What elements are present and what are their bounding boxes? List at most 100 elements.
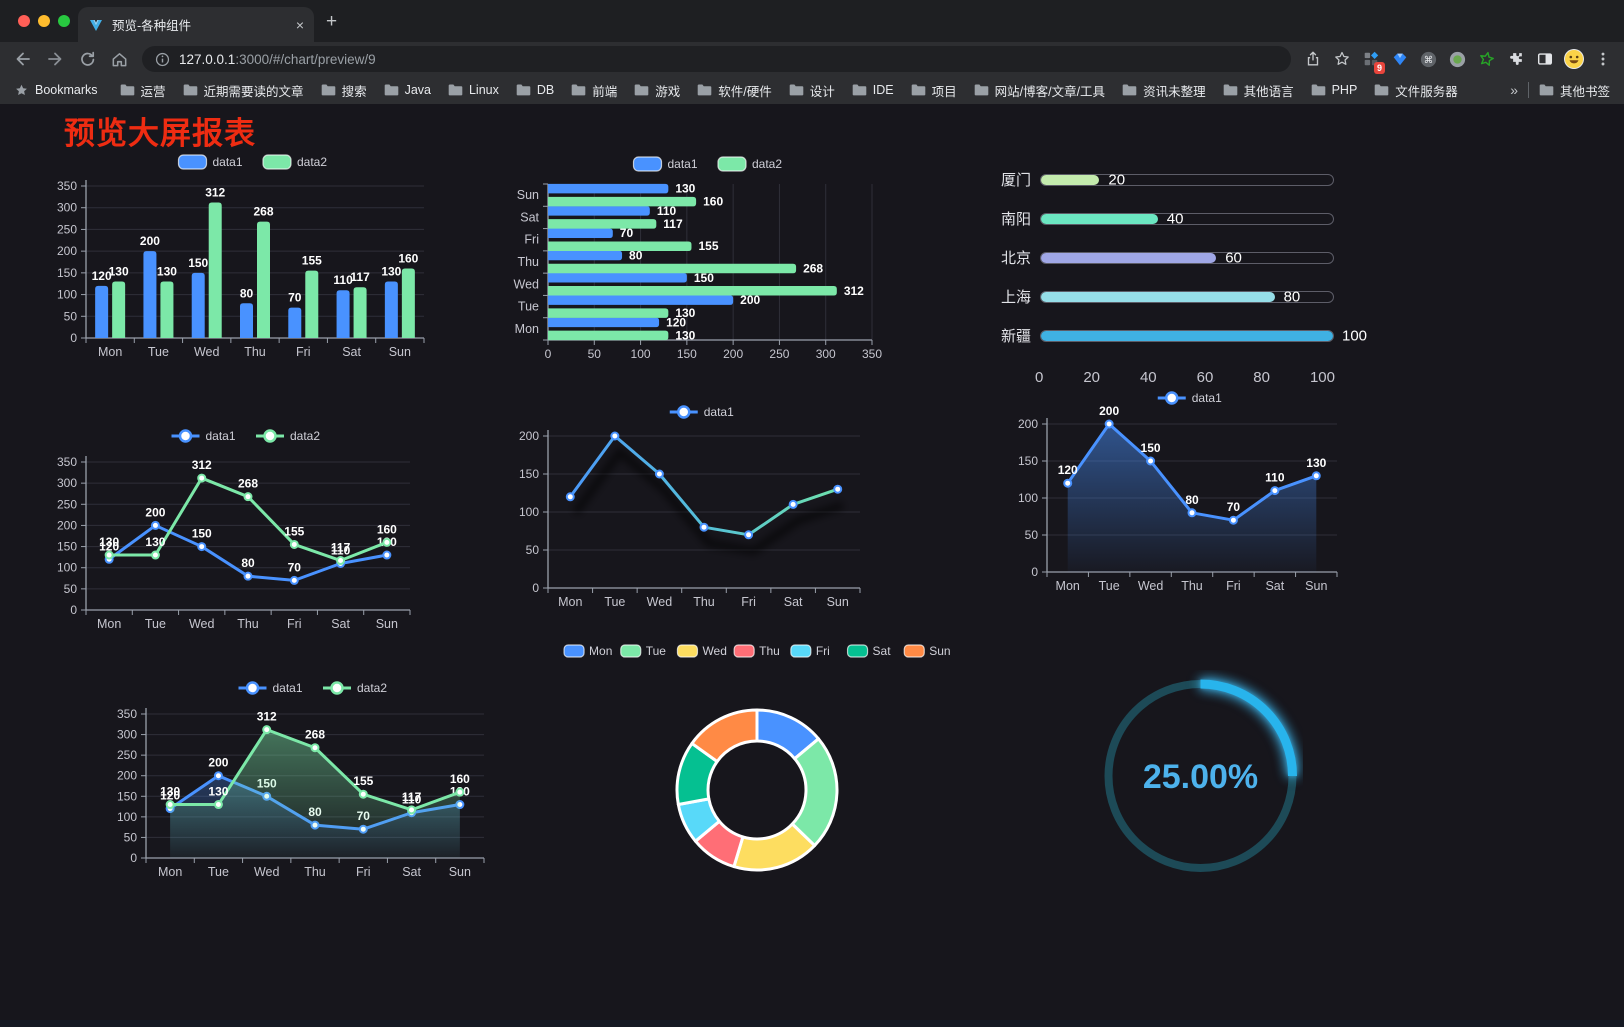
svg-text:Wed: Wed (647, 595, 673, 609)
chart-gauge[interactable]: 25.00% (1098, 670, 1303, 882)
new-tab-button[interactable]: + (326, 11, 338, 32)
svg-text:Wed: Wed (189, 617, 215, 631)
profile-avatar[interactable] (1560, 46, 1587, 73)
chart-progress-bars[interactable]: 厦门 20 南阳 40 北京 60 上海 80 新疆 100 0 20 40 60 80 100 (985, 160, 1375, 390)
svg-text:350: 350 (862, 347, 882, 361)
svg-text:Tue: Tue (148, 345, 169, 359)
chart-line-two-series[interactable]: data1 data2 0 50 100 150 200 250 300 350 Mon Tue Wed… (42, 422, 440, 650)
forward-button[interactable] (40, 45, 70, 73)
folder-icon (1311, 84, 1325, 96)
svg-text:70: 70 (288, 560, 302, 574)
chart-gradient-line[interactable]: data1 0 50 100 150 200 Mon Tue Wed Thu Fri Sat Sun (498, 396, 890, 626)
extension-green-star-icon[interactable] (1473, 46, 1500, 73)
address-bar[interactable]: 127.0.0.1:3000/#/chart/preview/9 (142, 46, 1291, 72)
bookmark-folder[interactable]: Linux (448, 83, 499, 97)
svg-text:Mon: Mon (558, 595, 582, 609)
bookmark-folder[interactable]: 近期需要读的文章 (183, 81, 304, 100)
svg-text:80: 80 (240, 286, 254, 300)
progress-track: 100 (1040, 327, 1367, 344)
bookmark-folder[interactable]: 资讯未整理 (1122, 81, 1206, 100)
bookmark-folder[interactable]: PHP (1311, 83, 1357, 97)
folder-icon (1223, 84, 1237, 96)
bookmark-folder[interactable]: 文件服务器 (1374, 81, 1458, 100)
folder-icon (120, 84, 134, 96)
extension-command-icon[interactable]: ⌘ (1415, 46, 1442, 73)
svg-text:250: 250 (57, 222, 77, 236)
window-close-button[interactable] (18, 15, 30, 27)
progress-fill (1041, 330, 1333, 341)
svg-text:data2: data2 (297, 155, 327, 169)
bookmark-folder[interactable]: 设计 (789, 81, 835, 100)
bookmarks-root-folder[interactable]: Bookmarks (14, 83, 98, 98)
bookmark-folder[interactable]: 运营 (120, 81, 166, 100)
chart-donut[interactable]: Mon Tue Wed Thu Fri Sat Sun (552, 636, 962, 986)
site-info-icon[interactable] (154, 51, 171, 68)
svg-text:117: 117 (402, 790, 422, 804)
window-zoom-button[interactable] (58, 15, 70, 27)
other-bookmarks-folder[interactable]: 其他书签 (1539, 81, 1610, 100)
chart-horizontal-bar[interactable]: data1 data2 0 50 100 150 200 250 300 350 Sun Sat Fri… (498, 148, 890, 374)
svg-text:250: 250 (769, 347, 789, 361)
svg-text:Sun: Sun (449, 865, 471, 879)
svg-text:268: 268 (253, 205, 273, 219)
svg-text:200: 200 (57, 518, 77, 532)
svg-text:300: 300 (57, 201, 77, 215)
tab-title: 预览-各种组件 (112, 19, 192, 33)
reload-button[interactable] (72, 45, 102, 73)
bookmark-folder[interactable]: 其他语言 (1223, 81, 1294, 100)
side-panel-button[interactable] (1531, 46, 1558, 73)
svg-text:150: 150 (57, 266, 77, 280)
extension-badge: 9 (1373, 61, 1385, 74)
url-text: 127.0.0.1:3000/#/chart/preview/9 (179, 52, 376, 67)
svg-text:200: 200 (723, 347, 743, 361)
bookmark-folder[interactable]: 游戏 (634, 81, 680, 100)
svg-text:Mon: Mon (158, 865, 182, 879)
extension-gem-icon[interactable] (1386, 46, 1413, 73)
bookmark-star-button[interactable] (1328, 46, 1355, 73)
chart-area-line[interactable]: data1 0 50 100 150 200 Mon Tue Wed Thu Fri Sat Sun 12… (985, 386, 1360, 611)
svg-text:110: 110 (333, 273, 353, 287)
svg-text:Fri: Fri (741, 595, 756, 609)
chart-grouped-bar[interactable]: data1 data2 0 50 100 150 200 250 300 350 Mon Tue Wed… (42, 146, 440, 372)
window-minimize-button[interactable] (38, 15, 50, 27)
extension-tab-grid-icon[interactable]: 9 (1357, 46, 1385, 74)
svg-text:150: 150 (677, 347, 697, 361)
page-content: 预览大屏报表 data1 data2 0 50 100 150 200 250 300 350 Mo… (0, 104, 1624, 1020)
bookmark-folder[interactable]: 搜索 (321, 81, 367, 100)
bookmark-folder[interactable]: 前端 (571, 81, 617, 100)
svg-text:200: 200 (740, 293, 760, 307)
svg-text:100: 100 (1018, 491, 1038, 505)
progress-value: 80 (1283, 288, 1301, 305)
bookmark-folder[interactable]: DB (516, 83, 554, 97)
bookmarks-root-label: Bookmarks (35, 83, 98, 97)
chart-two-series-area[interactable]: data1 data2 0 50 100 150 200 250 300 350 Mon Tue Wed… (98, 670, 496, 902)
url-path: :3000/#/chart/preview/9 (235, 51, 376, 67)
bookmarks-divider (1527, 82, 1529, 98)
extension-recorder-icon[interactable] (1444, 46, 1471, 73)
bookmark-folder[interactable]: 网站/博客/文章/工具 (974, 81, 1105, 100)
svg-text:130: 130 (160, 785, 180, 799)
svg-text:Sat: Sat (784, 595, 803, 609)
progress-row: 新疆 100 (985, 316, 1375, 355)
home-button[interactable] (104, 45, 134, 73)
bookmarks-overflow-button[interactable]: » (1510, 82, 1518, 98)
star-filled-icon (16, 84, 27, 95)
bookmark-folder[interactable]: IDE (852, 83, 894, 97)
svg-text:300: 300 (816, 347, 836, 361)
extensions-puzzle-button[interactable] (1502, 46, 1529, 73)
share-button[interactable] (1299, 46, 1326, 73)
bookmark-folder[interactable]: 项目 (911, 81, 957, 100)
svg-text:120: 120 (99, 539, 119, 553)
folder-icon (911, 84, 925, 96)
svg-text:Fri: Fri (287, 617, 302, 631)
svg-text:Sun: Sun (376, 617, 398, 631)
tab-close-button[interactable]: × (295, 16, 304, 33)
svg-text:268: 268 (238, 477, 258, 491)
menu-kebab-button[interactable] (1589, 46, 1616, 73)
browser-tab[interactable]: 预览-各种组件 × (78, 7, 314, 42)
back-button[interactable] (8, 45, 38, 73)
bookmark-folder[interactable]: Java (384, 83, 431, 97)
svg-text:Fri: Fri (816, 644, 830, 658)
bookmark-folder[interactable]: 软件/硬件 (697, 81, 772, 100)
